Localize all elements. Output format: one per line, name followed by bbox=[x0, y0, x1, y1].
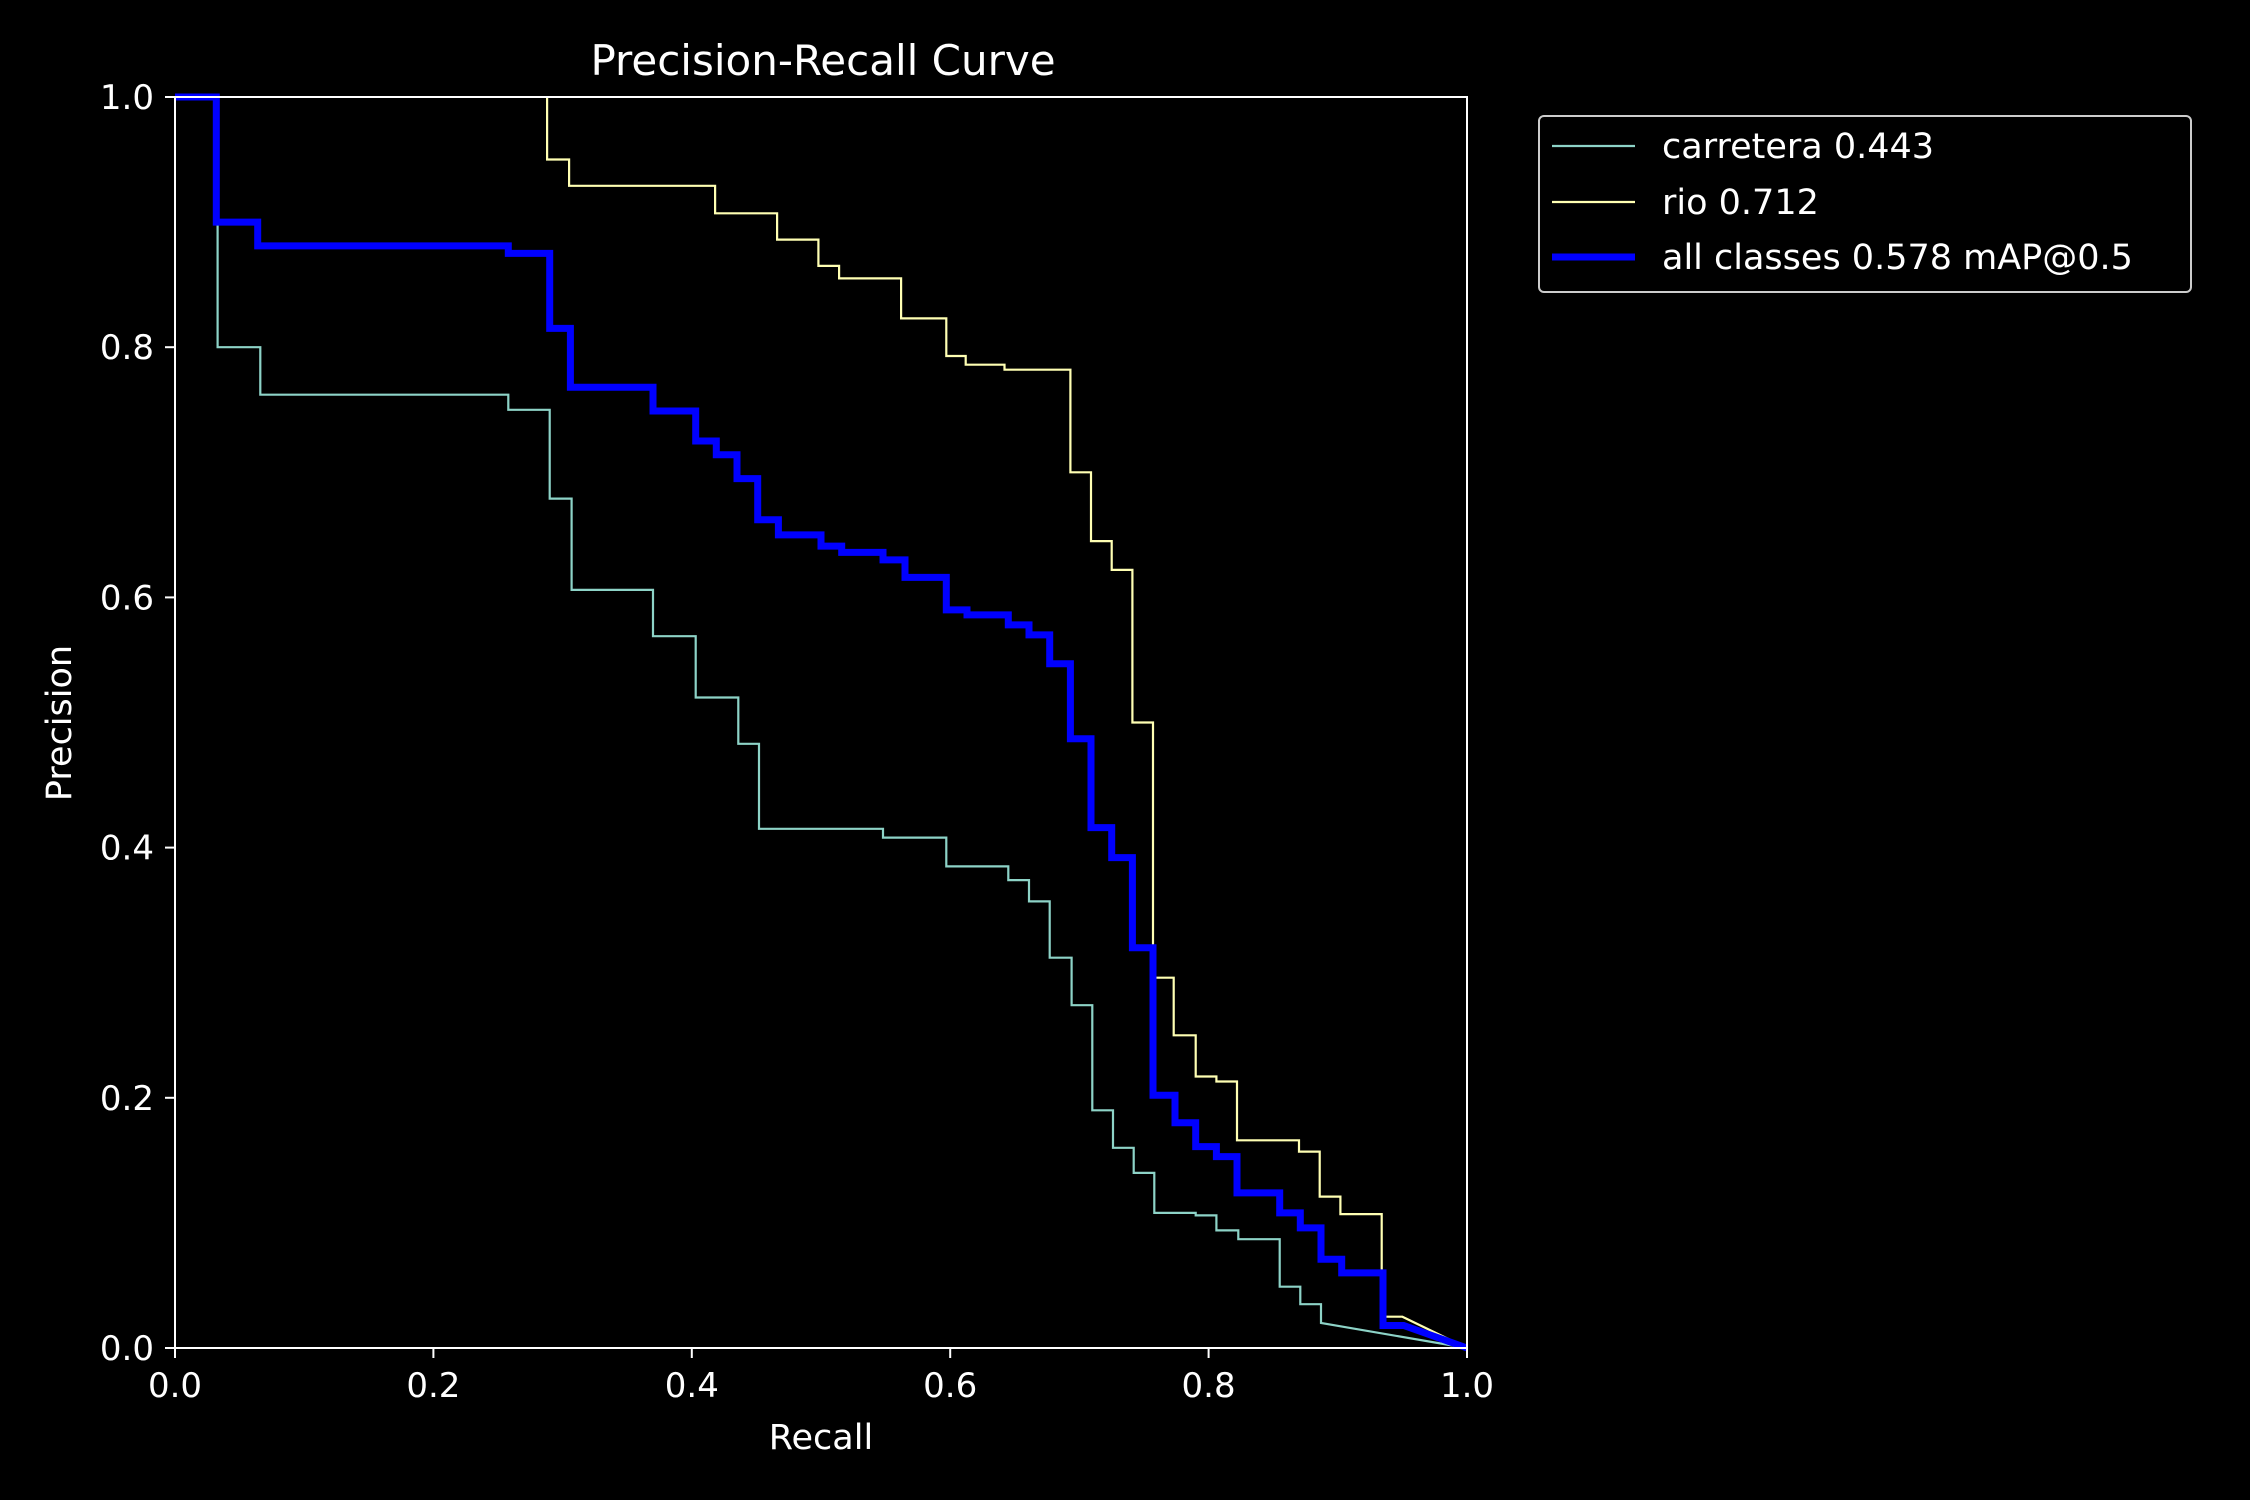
x-tick-label: 0.2 bbox=[406, 1366, 460, 1406]
y-axis-ticks: 0.0 0.2 0.4 0.6 0.8 1.0 bbox=[100, 78, 175, 1369]
y-tick-label: 0.4 bbox=[100, 829, 154, 869]
series-line-2 bbox=[175, 93, 1469, 1352]
legend: carretera 0.443 rio 0.712 all classes 0.57… bbox=[1538, 115, 2192, 293]
legend-label-1: rio 0.712 bbox=[1662, 183, 1819, 223]
y-tick-label: 0.0 bbox=[100, 1329, 154, 1369]
legend-label-2: all classes 0.578 mAP@0.5 bbox=[1662, 238, 2133, 278]
legend-label-0: carretera 0.443 bbox=[1662, 127, 1934, 167]
series-line-1 bbox=[545, 97, 1468, 1349]
y-tick-label: 0.2 bbox=[100, 1079, 154, 1119]
chart-title: Precision-Recall Curve bbox=[590, 36, 1055, 85]
x-tick-label: 0.6 bbox=[923, 1366, 977, 1406]
y-tick-label: 0.8 bbox=[100, 328, 154, 368]
x-axis-ticks: 0.0 0.2 0.4 0.6 0.8 1.0 bbox=[148, 1348, 1494, 1406]
series-layer bbox=[175, 93, 1469, 1352]
x-tick-label: 0.4 bbox=[665, 1366, 719, 1406]
y-axis-label: Precision bbox=[40, 645, 80, 801]
plot-area-frame bbox=[174, 96, 1468, 1349]
series-line-0 bbox=[175, 95, 1468, 1350]
x-tick-label: 0.0 bbox=[148, 1366, 202, 1406]
legend-frame bbox=[1538, 115, 2192, 293]
y-tick-label: 0.6 bbox=[100, 578, 154, 618]
x-tick-label: 0.8 bbox=[1182, 1366, 1236, 1406]
y-tick-label: 1.0 bbox=[100, 78, 154, 118]
x-axis-label: Recall bbox=[769, 1418, 873, 1458]
x-tick-label: 1.0 bbox=[1440, 1366, 1494, 1406]
